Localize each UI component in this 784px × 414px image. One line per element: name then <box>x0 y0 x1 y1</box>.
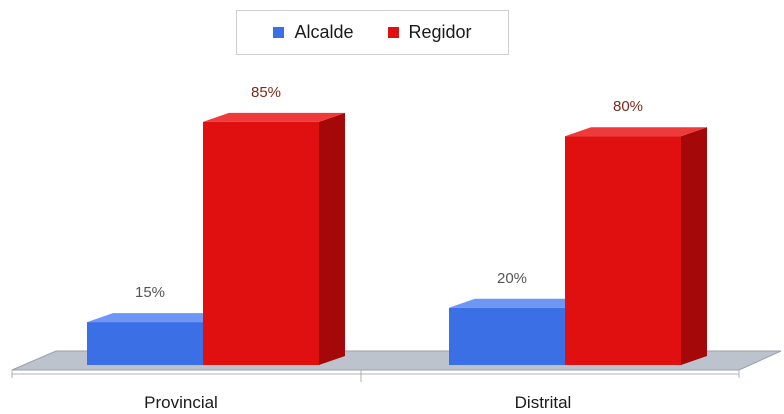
data-label-regidor-distrital: 80% <box>613 98 643 115</box>
legend-label-alcalde: Alcalde <box>294 22 354 42</box>
legend-swatch-regidor <box>387 27 399 38</box>
bar-top-regidor-provincial <box>203 112 345 122</box>
bar-front-alcalde-provincial <box>87 322 203 365</box>
bar-top-regidor-distrital <box>565 127 707 137</box>
bar-top-alcalde-distrital <box>449 298 591 308</box>
bars-group <box>87 112 707 366</box>
category-label-distrital: Distrital <box>515 393 572 412</box>
bar-top-alcalde-provincial <box>87 313 229 323</box>
legend-swatch-alcalde <box>273 27 285 38</box>
legend-item-alcalde: Alcalde <box>273 22 354 43</box>
bar-front-alcalde-distrital <box>449 307 565 365</box>
data-label-alcalde-provincial: 15% <box>135 284 165 301</box>
bar-regidor-distrital <box>565 127 707 365</box>
data-label-regidor-provincial: 85% <box>251 84 281 101</box>
bar-side-regidor-provincial <box>319 112 345 366</box>
legend-item-regidor: Regidor <box>387 22 472 43</box>
bar-front-regidor-distrital <box>565 136 681 365</box>
legend: Alcalde Regidor <box>236 10 509 55</box>
legend-label-regidor: Regidor <box>408 22 472 42</box>
data-label-alcalde-distrital: 20% <box>497 270 527 287</box>
category-label-provincial: Provincial <box>144 393 218 412</box>
bar-regidor-provincial <box>203 112 345 366</box>
bar-front-regidor-provincial <box>203 121 319 366</box>
bar-side-regidor-distrital <box>681 127 707 365</box>
labels-group: 15% 85% Provincial 20% 80% Distrital <box>135 84 643 412</box>
